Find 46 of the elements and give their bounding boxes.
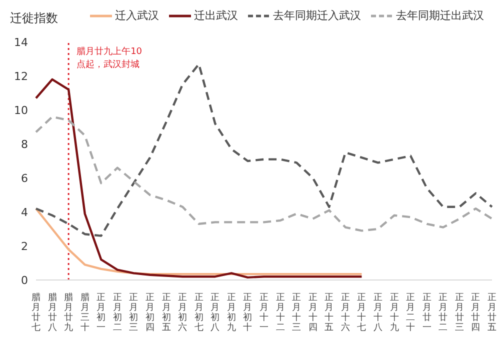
x-tick-label: 正月初二 xyxy=(112,293,122,333)
x-tick-label: 正月十七 xyxy=(357,293,366,333)
ref-line-label: 腊月廿九上午10点起，武汉封城 xyxy=(76,46,142,70)
x-tick-label: 正月初四 xyxy=(146,293,154,333)
x-tick-label: 正月十五 xyxy=(324,293,334,333)
x-tick-label: 正月十二 xyxy=(276,293,285,333)
legend-label: 去年同期迁出武汉 xyxy=(395,8,484,23)
x-tick-label: 腊月三十 xyxy=(80,292,90,333)
legend-label: 迁入武汉 xyxy=(114,8,159,23)
x-tick-label: 正月初六 xyxy=(178,293,188,333)
x-tick-label: 正月初三 xyxy=(129,293,138,333)
x-tick-label: 正月十一 xyxy=(260,293,268,333)
x-tick-label: 正月廿二 xyxy=(438,293,448,333)
y-tick-label: 12 xyxy=(14,70,28,83)
x-tick-label: 正月十四 xyxy=(308,293,318,333)
line-series xyxy=(34,78,363,279)
x-tick-label: 正月廿三 xyxy=(454,293,464,333)
y-tick-label: 0 xyxy=(21,274,28,287)
x-tick-label: 正月初五 xyxy=(162,293,171,333)
x-tick-label: 正月十三 xyxy=(292,293,302,333)
x-tick-label: 正月初八 xyxy=(210,293,220,333)
y-tick-label: 14 xyxy=(14,36,28,49)
x-tick-label: 正月廿五 xyxy=(488,293,496,333)
x-tick-label: 正月廿一 xyxy=(422,293,432,333)
x-tick-label: 正月十六 xyxy=(340,293,350,333)
x-tick-label: 腊月廿八 xyxy=(48,292,57,333)
x-tick-label: 正月初一 xyxy=(96,293,106,333)
x-tick-label: 正月十九 xyxy=(390,293,399,333)
x-tick-label: 腊月廿七 xyxy=(32,292,40,333)
y-tick-label: 2 xyxy=(21,240,28,253)
x-tick-label: 正月初七 xyxy=(194,293,204,333)
x-tick-label: 正月二十 xyxy=(406,293,416,333)
x-tick-label: 正月初九 xyxy=(226,293,236,333)
x-tick-label: 腊月廿九 xyxy=(64,292,74,333)
y-tick-label: 4 xyxy=(21,206,28,219)
x-tick-label: 正月初十 xyxy=(243,293,252,333)
legend-label: 迁出武汉 xyxy=(193,8,238,23)
x-tick-label: 正月廿四 xyxy=(471,293,480,333)
y-tick-label: 10 xyxy=(14,104,28,117)
y-axis-title: 迁徙指数 xyxy=(10,10,58,27)
legend-label: 去年同期迁入武汉 xyxy=(272,8,361,23)
line-series xyxy=(34,208,363,276)
x-tick-label: 正月十八 xyxy=(374,293,382,333)
y-tick-label: 6 xyxy=(21,172,28,185)
line-series xyxy=(34,116,494,232)
y-tick-label: 8 xyxy=(21,138,28,151)
